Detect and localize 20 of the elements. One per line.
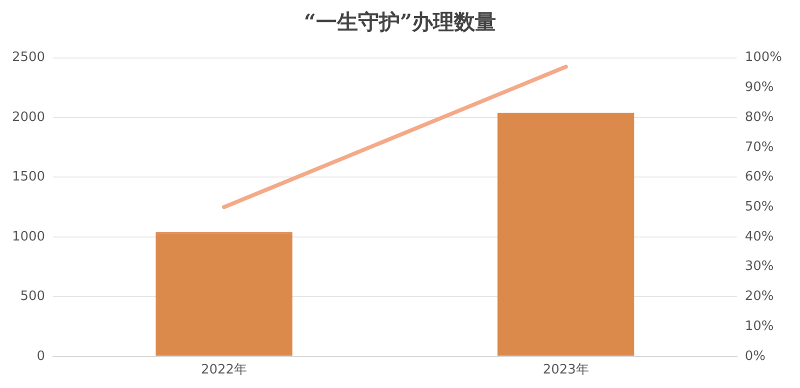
y-tick-label: 500 xyxy=(20,289,46,304)
y2-tick-label: 60% xyxy=(744,170,774,185)
y2-tick-label: 30% xyxy=(744,259,774,274)
y2-tick-label: 20% xyxy=(744,289,774,304)
y2-tick-label: 0% xyxy=(744,348,766,364)
y2-tick-label: 40% xyxy=(744,229,774,244)
y-tick-label: 2000 xyxy=(12,110,46,125)
y2-tick-label: 10% xyxy=(744,318,774,334)
y2-tick-label: 70% xyxy=(744,140,774,155)
y2-tick-label: 100% xyxy=(744,50,782,66)
x-tick-label: 2022年 xyxy=(200,362,248,378)
y2-tick-label: 50% xyxy=(744,199,774,214)
y2-tick-label: 90% xyxy=(744,80,774,96)
y-tick-label: 2500 xyxy=(12,50,46,66)
y-tick-label: 1500 xyxy=(12,170,46,185)
x-tick-label: 2023年 xyxy=(542,362,589,378)
chart-title: “一生守护”办理数量 xyxy=(302,8,498,36)
y-tick-label: 1000 xyxy=(12,229,46,244)
y-tick-label: 0 xyxy=(36,348,46,364)
y2-tick-label: 80% xyxy=(744,110,774,125)
